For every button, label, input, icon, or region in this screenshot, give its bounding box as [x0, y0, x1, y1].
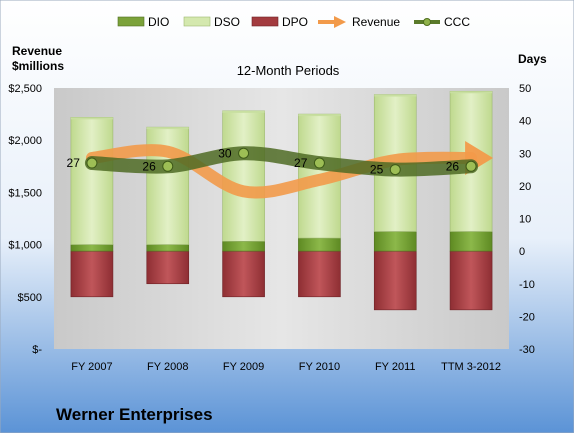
legend-swatch-dso [183, 16, 211, 27]
legend: DIO DSO DPO Revenue CCC [117, 15, 470, 29]
legend-item-ccc: CCC [414, 15, 470, 29]
bar-dio [298, 237, 341, 252]
ccc-data-label: 26 [446, 159, 460, 173]
ccc-series: 27 26 30 27 25 26 [67, 146, 479, 177]
ccc-data-label: 26 [142, 159, 156, 173]
left-tick-label: $500 [18, 292, 42, 304]
ccc-marker [313, 157, 325, 169]
legend-item-dpo: DPO [251, 15, 308, 29]
bar-dio [70, 244, 114, 252]
left-axis-title-line2: $millions [12, 59, 64, 73]
category-label: FY 2011 [375, 361, 416, 373]
legend-swatch-ccc-marker [423, 18, 431, 26]
right-tick-label: -30 [519, 344, 535, 356]
legend-swatch-dio [117, 16, 145, 27]
category-label: FY 2009 [223, 361, 264, 373]
legend-item-dso: DSO [183, 15, 240, 29]
bar-dso [222, 110, 265, 242]
legend-label-ccc: CCC [444, 15, 470, 29]
left-axis-title-line1: Revenue [12, 44, 62, 58]
right-axis: -30 -20 -10 0 10 20 30 40 50 [519, 83, 535, 356]
right-tick-label: 10 [519, 214, 531, 226]
ccc-data-label: 25 [370, 163, 384, 177]
category-axis: FY 2007 FY 2008 FY 2009 FY 2010 FY 2011 TTM 3… [71, 361, 501, 373]
left-tick-label: $2,000 [8, 135, 42, 147]
bar-dso-cap [222, 110, 265, 113]
category-label: FY 2010 [299, 361, 340, 373]
legend-label-dio: DIO [148, 15, 169, 29]
category-label: TTM 3-2012 [441, 361, 501, 373]
company-name: Werner Enterprises [56, 405, 213, 424]
bar-dso-cap [298, 114, 341, 117]
legend-item-dio: DIO [117, 15, 169, 29]
bar-dso-cap [70, 117, 113, 120]
ccc-data-label: 27 [67, 156, 81, 170]
bar-dio [373, 231, 417, 252]
right-tick-label: 50 [519, 83, 531, 95]
ccc-data-label: 30 [218, 146, 232, 160]
left-tick-label: $2,500 [8, 83, 42, 95]
right-axis-title: Days [518, 52, 547, 66]
legend-swatch-revenue-arrow [334, 16, 346, 28]
chart-title: 12-Month Periods [237, 63, 340, 78]
bar-dso [70, 117, 114, 245]
right-tick-label: 40 [519, 116, 531, 128]
right-tick-label: 30 [519, 148, 531, 160]
bar-dso-cap [146, 127, 189, 130]
plot-area [54, 88, 509, 349]
ccc-marker [162, 160, 174, 172]
category-label: FY 2007 [71, 361, 112, 373]
legend-label-revenue: Revenue [352, 15, 400, 29]
bar-dso-cap [450, 91, 493, 94]
ccc-marker [465, 160, 477, 172]
ccc-line [84, 146, 479, 177]
ccc-marker [389, 164, 401, 176]
bar-dpo [222, 250, 265, 298]
right-tick-label: 20 [519, 181, 531, 193]
left-tick-label: $1,500 [8, 187, 42, 199]
bar-dio [146, 244, 190, 252]
right-tick-label: -10 [519, 279, 535, 291]
bar-dpo [146, 250, 190, 285]
bar-dio [222, 241, 265, 252]
legend-label-dpo: DPO [282, 15, 308, 29]
bar-dso-cap [374, 94, 417, 97]
legend-label-dso: DSO [214, 15, 240, 29]
left-axis: $- $500 $1,000 $1,500 $2,000 $2,500 [8, 83, 42, 356]
bars [70, 90, 493, 311]
revenue-line [85, 144, 478, 199]
bar-dpo [373, 250, 417, 311]
category-label: FY 2008 [147, 361, 188, 373]
legend-item-revenue: Revenue [318, 15, 400, 29]
ccc-marker [86, 157, 98, 169]
right-tick-label: -20 [519, 311, 535, 323]
left-tick-label: $1,000 [8, 240, 42, 252]
ccc-data-label: 27 [294, 156, 308, 170]
bar-dio [449, 231, 493, 252]
legend-swatch-dpo [251, 16, 279, 27]
bar-dpo [298, 250, 341, 298]
right-tick-label: 0 [519, 246, 525, 258]
ccc-marker [238, 147, 250, 159]
bar-dpo [449, 250, 493, 311]
left-tick-label: $- [32, 344, 42, 356]
bar-dpo [70, 250, 114, 298]
